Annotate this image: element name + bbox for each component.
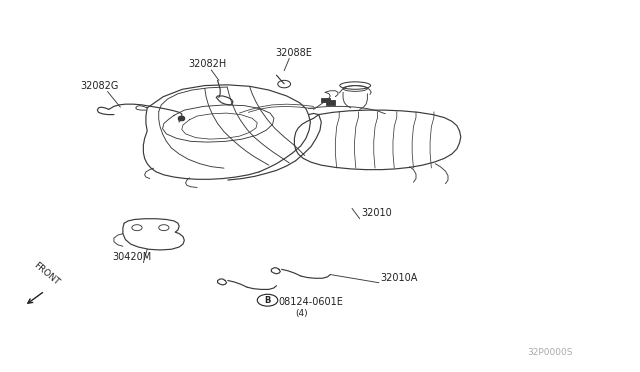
Text: FRONT: FRONT [31,261,61,287]
Text: 32088E: 32088E [275,48,312,58]
Text: 32082G: 32082G [80,81,118,91]
Text: 32010A: 32010A [381,273,418,283]
Bar [321,98,330,102]
Text: 32010: 32010 [362,208,392,218]
Text: B: B [264,296,271,305]
Text: 32P0000S: 32P0000S [527,348,573,357]
Text: 08124-0601E: 08124-0601E [278,297,343,307]
Text: 30420M: 30420M [112,252,151,262]
Text: 32082H: 32082H [189,59,227,69]
Text: (4): (4) [296,309,308,318]
Bar [326,100,335,105]
